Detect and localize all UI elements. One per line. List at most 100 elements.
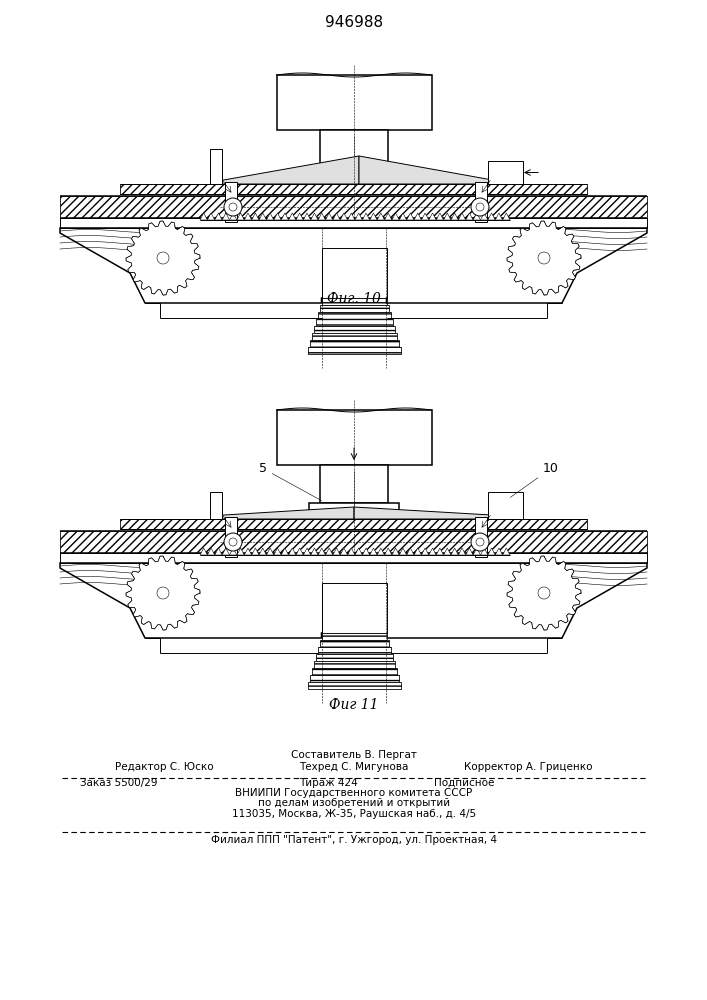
Polygon shape bbox=[245, 213, 252, 220]
Polygon shape bbox=[274, 213, 281, 220]
Bar bbox=[308, 347, 400, 354]
Circle shape bbox=[471, 533, 489, 551]
Polygon shape bbox=[443, 213, 451, 220]
Circle shape bbox=[471, 198, 489, 216]
Polygon shape bbox=[355, 548, 363, 555]
Polygon shape bbox=[429, 213, 436, 220]
Polygon shape bbox=[230, 213, 237, 220]
Polygon shape bbox=[443, 548, 451, 555]
Polygon shape bbox=[288, 213, 296, 220]
Bar bbox=[225, 517, 237, 557]
Polygon shape bbox=[340, 548, 348, 555]
Polygon shape bbox=[370, 548, 377, 555]
Bar bbox=[210, 492, 222, 519]
Circle shape bbox=[538, 587, 550, 599]
Polygon shape bbox=[252, 548, 259, 555]
Text: 5: 5 bbox=[259, 462, 322, 501]
Text: ВНИИПИ Государственного комитета СССР: ВНИИПИ Государственного комитета СССР bbox=[235, 788, 472, 798]
Polygon shape bbox=[215, 548, 222, 555]
Polygon shape bbox=[495, 548, 503, 555]
Polygon shape bbox=[436, 213, 443, 220]
Bar bbox=[313, 326, 395, 333]
Polygon shape bbox=[507, 221, 581, 295]
Polygon shape bbox=[359, 156, 498, 184]
Polygon shape bbox=[218, 507, 354, 519]
Bar bbox=[60, 531, 647, 553]
Polygon shape bbox=[507, 556, 581, 630]
Bar bbox=[322, 633, 387, 640]
Bar bbox=[312, 333, 397, 340]
Text: Филиал ППП "Патент", г. Ужгород, ул. Проектная, 4: Филиал ППП "Патент", г. Ужгород, ул. Про… bbox=[211, 835, 497, 845]
Polygon shape bbox=[399, 548, 407, 555]
Bar bbox=[312, 668, 397, 675]
Bar bbox=[317, 647, 390, 654]
Polygon shape bbox=[451, 548, 458, 555]
Polygon shape bbox=[421, 213, 429, 220]
Polygon shape bbox=[325, 548, 333, 555]
Polygon shape bbox=[259, 213, 267, 220]
Polygon shape bbox=[222, 548, 230, 555]
Bar bbox=[225, 182, 237, 222]
Circle shape bbox=[224, 198, 242, 216]
Circle shape bbox=[157, 587, 169, 599]
Text: 10: 10 bbox=[510, 462, 559, 497]
Polygon shape bbox=[267, 213, 274, 220]
Polygon shape bbox=[421, 548, 429, 555]
Polygon shape bbox=[303, 548, 310, 555]
Bar bbox=[310, 340, 399, 347]
Circle shape bbox=[157, 252, 169, 264]
Text: Заказ 5500/29: Заказ 5500/29 bbox=[80, 778, 158, 788]
Polygon shape bbox=[503, 548, 510, 555]
Bar bbox=[322, 633, 387, 640]
Polygon shape bbox=[259, 548, 267, 555]
Bar bbox=[315, 319, 392, 326]
Polygon shape bbox=[237, 548, 245, 555]
Polygon shape bbox=[407, 548, 414, 555]
Bar bbox=[315, 654, 392, 661]
Polygon shape bbox=[288, 548, 296, 555]
Polygon shape bbox=[458, 213, 466, 220]
Polygon shape bbox=[237, 213, 245, 220]
Bar bbox=[60, 196, 647, 218]
Circle shape bbox=[229, 538, 237, 546]
Bar bbox=[276, 410, 431, 465]
Bar bbox=[320, 465, 388, 503]
Polygon shape bbox=[466, 213, 473, 220]
Bar bbox=[309, 168, 399, 180]
Polygon shape bbox=[481, 213, 488, 220]
Text: Составитель В. Пергат: Составитель В. Пергат bbox=[291, 750, 417, 760]
Circle shape bbox=[224, 533, 242, 551]
Polygon shape bbox=[267, 548, 274, 555]
Bar bbox=[475, 182, 487, 222]
Polygon shape bbox=[207, 213, 215, 220]
Bar bbox=[120, 184, 587, 194]
Bar bbox=[276, 75, 431, 130]
Bar bbox=[120, 519, 587, 529]
Polygon shape bbox=[392, 548, 399, 555]
Polygon shape bbox=[355, 213, 363, 220]
Polygon shape bbox=[318, 213, 325, 220]
Text: по делам изобретений и открытий: по делам изобретений и открытий bbox=[258, 798, 450, 808]
Bar bbox=[310, 675, 399, 682]
Circle shape bbox=[532, 581, 556, 605]
Polygon shape bbox=[385, 213, 392, 220]
Bar bbox=[310, 340, 399, 347]
Text: Фиг. 10: Фиг. 10 bbox=[327, 292, 381, 306]
Polygon shape bbox=[451, 213, 458, 220]
Polygon shape bbox=[303, 213, 310, 220]
Bar bbox=[312, 668, 397, 675]
Polygon shape bbox=[281, 548, 288, 555]
Polygon shape bbox=[363, 548, 370, 555]
Polygon shape bbox=[281, 213, 288, 220]
Bar bbox=[322, 248, 387, 298]
Polygon shape bbox=[466, 548, 473, 555]
Polygon shape bbox=[296, 213, 303, 220]
Bar bbox=[308, 347, 400, 354]
Bar bbox=[313, 326, 395, 333]
Polygon shape bbox=[377, 213, 385, 220]
Polygon shape bbox=[363, 213, 370, 220]
Text: Тираж 424: Тираж 424 bbox=[299, 778, 358, 788]
Bar bbox=[317, 312, 390, 319]
Circle shape bbox=[229, 203, 237, 211]
Polygon shape bbox=[215, 213, 222, 220]
